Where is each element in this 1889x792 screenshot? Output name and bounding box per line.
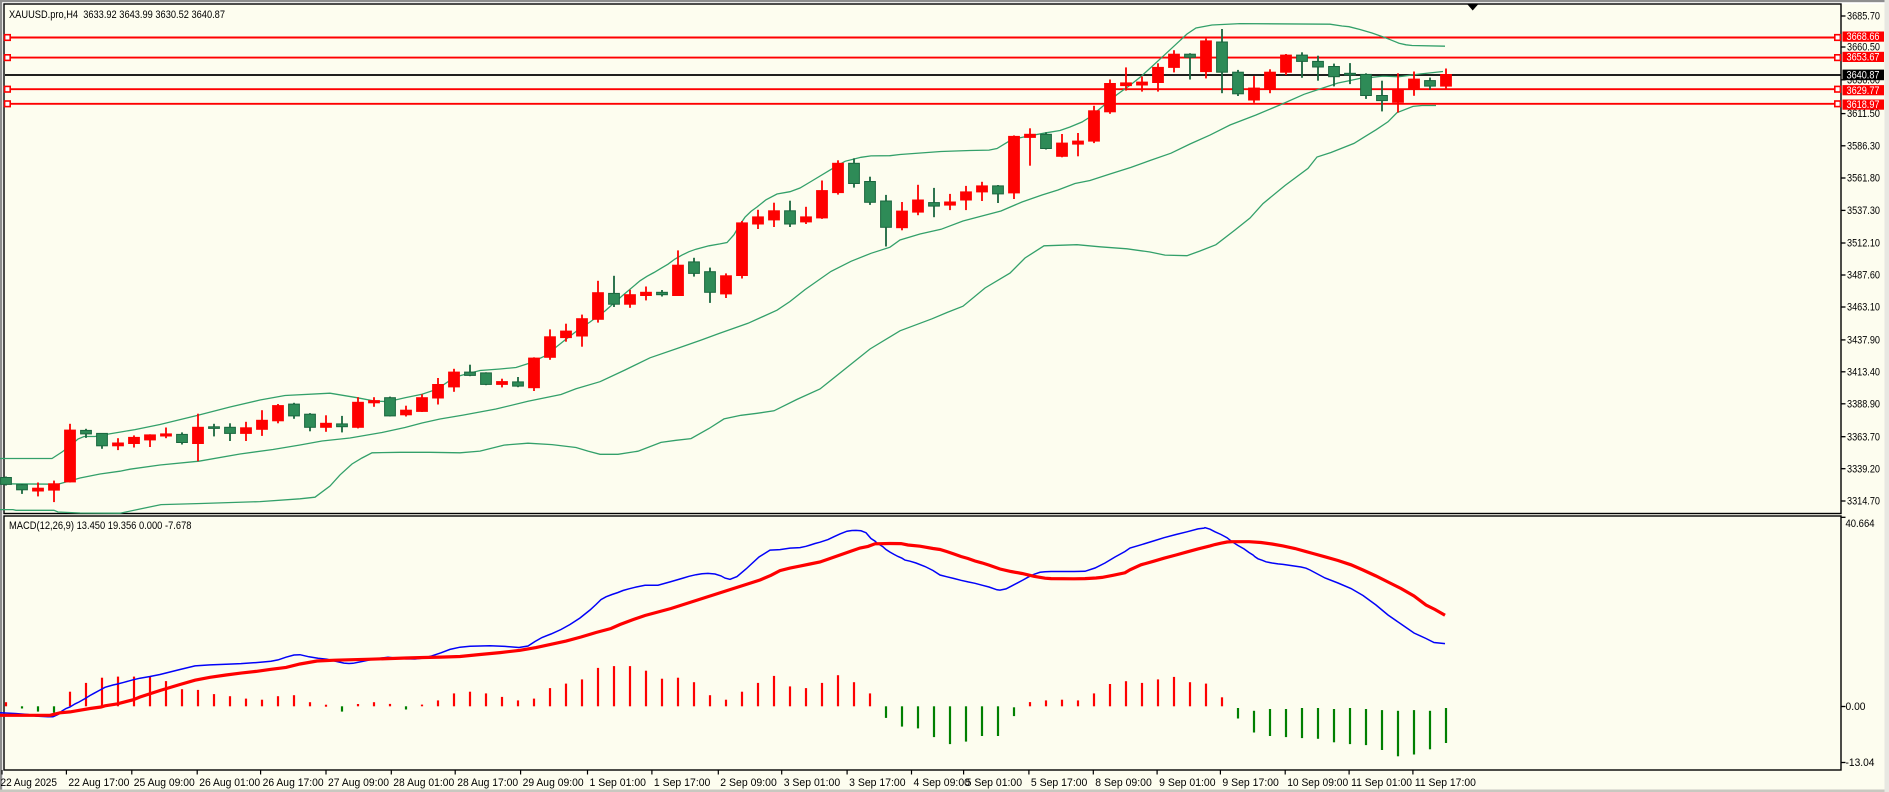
svg-text:8 Sep 09:00: 8 Sep 09:00	[1095, 777, 1152, 789]
svg-text:11 Sep 17:00: 11 Sep 17:00	[1415, 777, 1476, 789]
svg-text:28 Aug 01:00: 28 Aug 01:00	[393, 777, 454, 789]
svg-text:29 Aug 09:00: 29 Aug 09:00	[523, 777, 584, 789]
svg-text:3339.20: 3339.20	[1847, 463, 1880, 475]
svg-text:10 Sep 09:00: 10 Sep 09:00	[1287, 777, 1348, 789]
svg-text:2 Sep 09:00: 2 Sep 09:00	[720, 777, 777, 789]
svg-text:1 Sep 01:00: 1 Sep 01:00	[590, 777, 647, 789]
svg-text:3512.10: 3512.10	[1847, 238, 1880, 250]
svg-text:3640.87: 3640.87	[1847, 70, 1880, 82]
svg-text:11 Sep 01:00: 11 Sep 01:00	[1351, 777, 1412, 789]
svg-text:5 Sep 17:00: 5 Sep 17:00	[1031, 777, 1088, 789]
svg-text:3685.70: 3685.70	[1847, 11, 1880, 23]
svg-text:3487.60: 3487.60	[1847, 270, 1880, 282]
svg-text:3437.90: 3437.90	[1847, 335, 1880, 347]
svg-text:26 Aug 17:00: 26 Aug 17:00	[263, 777, 324, 789]
svg-text:3363.70: 3363.70	[1847, 431, 1880, 443]
svg-text:3388.90: 3388.90	[1847, 398, 1880, 410]
svg-text:26 Aug 01:00: 26 Aug 01:00	[199, 777, 260, 789]
svg-text:5 Sep 01:00: 5 Sep 01:00	[966, 777, 1023, 789]
svg-text:3 Sep 17:00: 3 Sep 17:00	[849, 777, 906, 789]
svg-text:40.664: 40.664	[1846, 518, 1875, 530]
svg-text:3 Sep 01:00: 3 Sep 01:00	[784, 777, 841, 789]
svg-text:3314.70: 3314.70	[1847, 496, 1880, 508]
svg-text:3586.30: 3586.30	[1847, 140, 1880, 152]
svg-text:9 Sep 17:00: 9 Sep 17:00	[1222, 777, 1279, 789]
svg-text:3413.40: 3413.40	[1847, 366, 1880, 378]
svg-text:25 Aug 09:00: 25 Aug 09:00	[134, 777, 195, 789]
svg-text:27 Aug 09:00: 27 Aug 09:00	[328, 777, 389, 789]
svg-text:3618.97: 3618.97	[1847, 99, 1880, 111]
svg-text:3668.66: 3668.66	[1847, 31, 1880, 43]
svg-text:22 Aug 17:00: 22 Aug 17:00	[68, 777, 129, 789]
svg-text:9 Sep 01:00: 9 Sep 01:00	[1159, 777, 1216, 789]
svg-text:3561.80: 3561.80	[1847, 173, 1880, 185]
svg-text:3611.50: 3611.50	[1847, 108, 1880, 120]
svg-text:3660.50: 3660.50	[1847, 42, 1880, 54]
svg-text:-13.04: -13.04	[1846, 757, 1875, 769]
svg-text:3463.10: 3463.10	[1847, 302, 1880, 314]
svg-text:3629.77: 3629.77	[1847, 85, 1880, 97]
svg-text:0.00: 0.00	[1846, 701, 1866, 713]
svg-text:3653.67: 3653.67	[1847, 52, 1880, 64]
svg-text:22 Aug 2025: 22 Aug 2025	[1, 777, 58, 789]
svg-text:28 Aug 17:00: 28 Aug 17:00	[457, 777, 518, 789]
svg-text:MACD(12,26,9) 13.450 19.356 0.: MACD(12,26,9) 13.450 19.356 0.000 -7.678	[9, 520, 192, 532]
svg-text:3537.30: 3537.30	[1847, 205, 1880, 217]
svg-text:XAUUSD.pro,H4 3633.92 3643.99: XAUUSD.pro,H4 3633.92 3643.99 3630.52 36…	[9, 9, 225, 21]
svg-text:1 Sep 17:00: 1 Sep 17:00	[654, 777, 711, 789]
svg-text:4 Sep 09:00: 4 Sep 09:00	[914, 777, 971, 789]
